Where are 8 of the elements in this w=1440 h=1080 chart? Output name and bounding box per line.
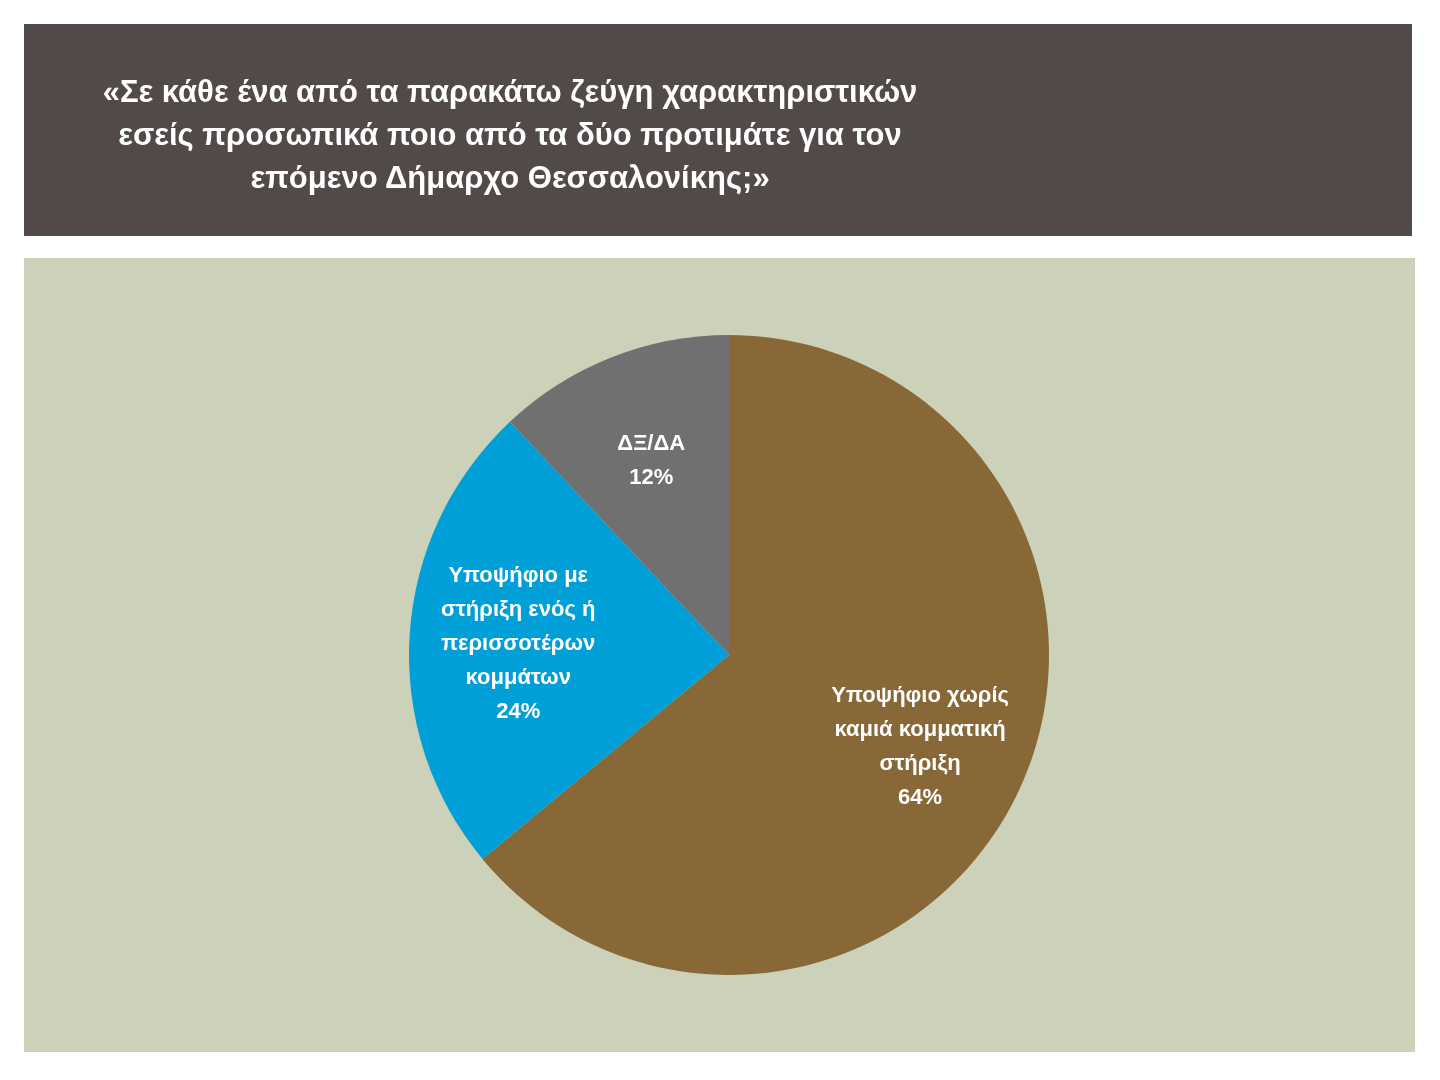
slice-label: Υποψήφιο χωρίς καμιά κομματική στήριξη	[831, 681, 1009, 775]
chart-title: «Σε κάθε ένα από τα παρακάτω ζεύγη χαρακτηριστικών εσείς προσωπικά ποιο από τα δύο προτιμάτε για τον επόμενο Δήμαρχο Θεσσαλονίκης;»	[101, 73, 919, 197]
data-label: 24%	[496, 697, 541, 723]
slice-label: Υποψήφιο με στήριξη ενός ή περισσοτέρων κομμάτων	[440, 561, 596, 689]
data-label: 64%	[898, 783, 943, 809]
pie-slice	[409, 421, 729, 859]
slice-label: ΔΞ/ΔΑ	[617, 429, 686, 455]
data-label: 12%	[629, 463, 674, 489]
